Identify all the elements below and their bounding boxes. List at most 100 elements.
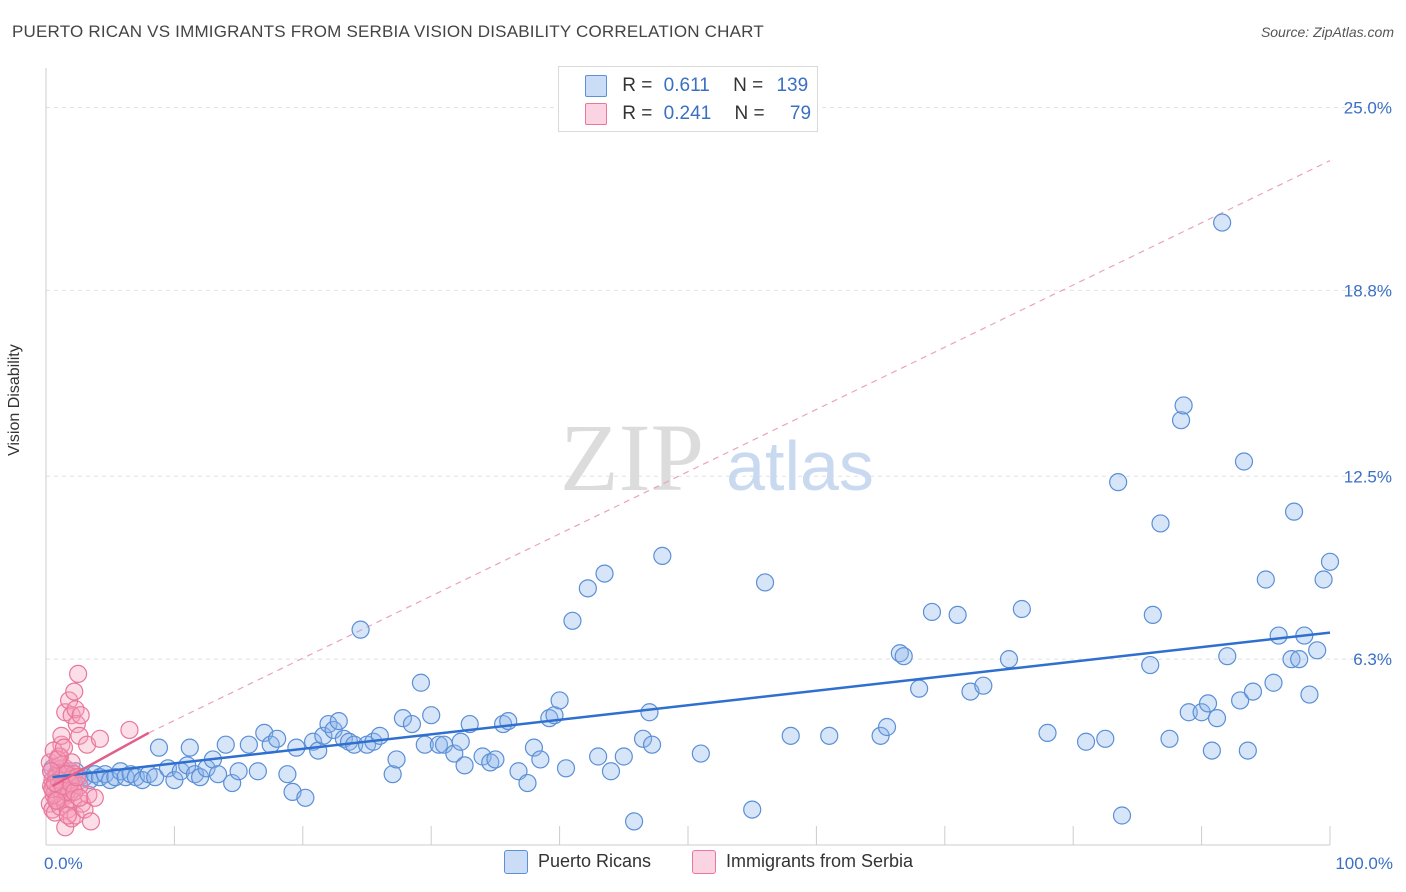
data-point-puerto-ricans xyxy=(429,735,449,754)
data-point-puerto-ricans xyxy=(1096,729,1115,748)
data-point-serbia xyxy=(58,806,77,825)
data-point-puerto-ricans xyxy=(180,738,199,757)
data-point-puerto-ricans xyxy=(1213,213,1232,232)
data-point-puerto-ricans xyxy=(1282,650,1301,669)
legend-r-value: 0.241 xyxy=(663,103,712,125)
data-point-puerto-ricans xyxy=(563,611,582,630)
x-tick-label: 0.0% xyxy=(44,854,83,873)
series-immigrants-from-serbia xyxy=(40,664,139,837)
legend-swatch-pink xyxy=(585,103,607,125)
data-point-puerto-ricans xyxy=(1320,552,1340,571)
data-point-puerto-ricans xyxy=(411,673,431,692)
data-point-serbia xyxy=(75,800,94,819)
data-point-serbia xyxy=(45,773,65,793)
data-point-puerto-ricans xyxy=(106,768,125,787)
legend-r-label: R = xyxy=(622,75,653,97)
legend-n-label: N = xyxy=(734,103,765,125)
data-point-serbia xyxy=(68,664,88,684)
data-point-puerto-ricans xyxy=(1314,570,1333,589)
data-point-puerto-ricans xyxy=(948,605,967,625)
data-point-puerto-ricans xyxy=(268,729,287,748)
source-label: Source: ZipAtlas.com xyxy=(1260,24,1394,40)
y-axis-label: Vision Disability xyxy=(6,344,23,456)
data-point-puerto-ricans xyxy=(556,759,576,778)
data-point-puerto-ricans xyxy=(1308,641,1327,660)
data-point-puerto-ricans xyxy=(877,717,897,737)
data-point-serbia xyxy=(52,726,71,745)
legend-r-label: R = xyxy=(622,103,653,125)
data-point-puerto-ricans xyxy=(894,647,913,666)
data-point-puerto-ricans xyxy=(1174,396,1193,415)
data-point-puerto-ricans xyxy=(402,714,422,734)
bottom-legend-puerto-ricans: Puerto Ricans xyxy=(504,850,651,874)
data-point-puerto-ricans xyxy=(239,735,258,754)
data-point-puerto-ricans xyxy=(1109,473,1128,492)
legend-row-serbia: R = 0.241 N = 79 xyxy=(585,103,811,127)
legend-row-puerto-ricans: R = 0.611 N = 139 xyxy=(585,75,808,99)
data-point-puerto-ricans xyxy=(1256,570,1275,589)
data-point-puerto-ricans xyxy=(974,676,993,695)
data-point-puerto-ricans xyxy=(314,726,333,745)
data-point-puerto-ricans xyxy=(1269,626,1288,645)
chart-title: PUERTO RICAN VS IMMIGRANTS FROM SERBIA V… xyxy=(12,22,764,41)
data-point-puerto-ricans xyxy=(248,762,267,781)
data-point-puerto-ricans xyxy=(229,762,248,781)
legend-n-label: N = xyxy=(733,75,764,97)
data-point-puerto-ricans xyxy=(755,573,775,592)
data-point-serbia xyxy=(70,788,89,807)
data-point-puerto-ricans xyxy=(445,744,464,763)
data-point-puerto-ricans xyxy=(743,800,762,819)
data-point-puerto-ricans xyxy=(1012,599,1031,619)
data-point-puerto-ricans xyxy=(633,729,653,748)
data-point-puerto-ricans xyxy=(624,812,644,831)
data-point-puerto-ricans xyxy=(329,711,348,731)
data-point-puerto-ricans xyxy=(393,709,413,728)
data-point-puerto-ricans xyxy=(451,732,470,751)
axes xyxy=(45,68,1331,846)
data-point-puerto-ricans xyxy=(223,773,242,793)
y-tick-label: 25.0% xyxy=(1344,99,1392,118)
trend-line-puerto-ricans xyxy=(52,631,1331,779)
data-point-puerto-ricans xyxy=(422,706,441,725)
data-point-puerto-ricans xyxy=(922,602,942,622)
legend-r-value: 0.611 xyxy=(663,75,710,97)
data-point-puerto-ricans xyxy=(1143,605,1162,625)
data-point-puerto-ricans xyxy=(1151,514,1170,533)
legend-label: Immigrants from Serbia xyxy=(726,850,914,871)
data-point-puerto-ricans xyxy=(781,726,800,745)
data-point-serbia xyxy=(120,720,139,740)
data-point-serbia xyxy=(48,750,67,769)
data-point-puerto-ricans xyxy=(1284,502,1304,521)
data-point-puerto-ricans xyxy=(149,738,169,757)
data-point-serbia xyxy=(67,714,86,734)
data-point-puerto-ricans xyxy=(208,765,228,784)
data-point-serbia xyxy=(81,812,101,831)
data-point-puerto-ricans xyxy=(601,762,621,781)
x-tick-labels: 0.0% 100.0% xyxy=(44,854,1393,873)
data-point-puerto-ricans xyxy=(614,747,633,766)
data-point-serbia xyxy=(85,788,104,807)
data-point-puerto-ricans xyxy=(1038,723,1057,743)
data-point-puerto-ricans xyxy=(486,750,505,769)
data-point-serbia xyxy=(71,706,90,725)
data-point-puerto-ricans xyxy=(481,753,500,772)
data-point-puerto-ricans xyxy=(589,747,608,766)
series-puerto-ricans xyxy=(43,213,1340,831)
data-point-puerto-ricans xyxy=(550,691,569,710)
data-point-puerto-ricans xyxy=(1202,741,1221,760)
legend-swatch-blue xyxy=(504,850,528,874)
data-point-puerto-ricans xyxy=(653,546,672,566)
data-point-puerto-ricans xyxy=(640,703,659,722)
data-point-puerto-ricans xyxy=(1207,709,1227,728)
legend-swatch-blue xyxy=(585,75,607,97)
watermark-zip: ZIP xyxy=(560,404,704,511)
data-point-puerto-ricans xyxy=(1264,673,1283,692)
data-point-serbia xyxy=(44,741,63,760)
y-tick-label: 6.3% xyxy=(1353,650,1392,669)
data-point-puerto-ricans xyxy=(1112,806,1132,825)
x-tick-label: 100.0% xyxy=(1335,854,1393,873)
data-point-puerto-ricans xyxy=(1171,411,1191,430)
data-point-puerto-ricans xyxy=(216,735,235,754)
legend-swatch-pink xyxy=(692,850,716,874)
